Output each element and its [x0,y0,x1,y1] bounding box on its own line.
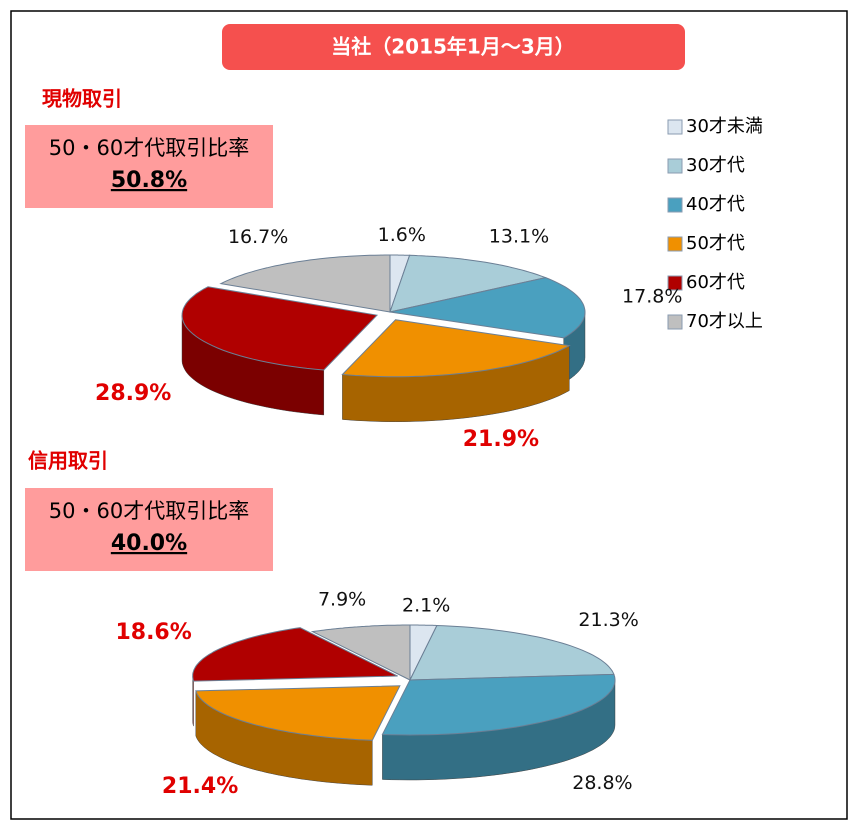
legend-label: 30才未満 [686,116,763,137]
slice-side-shade [192,676,194,727]
value-label: 16.7% [228,226,288,248]
ratio-label: 50・60才代取引比率 [49,499,249,523]
value-label: 7.9% [318,589,366,611]
value-label: 28.9% [95,381,171,406]
ratio-box [25,125,273,208]
legend-label: 60才代 [686,272,745,293]
slice [195,685,401,741]
slice-side-shade [195,690,373,786]
ratio-value: 50.8% [111,168,187,193]
legend-label: 70才以上 [686,311,763,332]
slice [341,319,571,378]
slice [181,286,379,371]
value-label: 1.6% [378,224,426,246]
section-title: 現物取引 [42,87,122,111]
slice [219,254,391,313]
section-title: 信用取引 [28,449,108,473]
ratio-box [25,488,273,571]
ratio-label: 50・60才代取引比率 [49,136,249,160]
legend-swatch [667,197,683,213]
legend-label: 50才代 [686,233,745,254]
legend-swatch [667,275,683,291]
value-label: 17.8% [622,286,682,308]
value-label: 21.3% [578,609,638,631]
header-title: 当社（2015年1月～3月） [331,35,575,59]
slice-side-shade [342,345,570,422]
slice [409,624,615,681]
value-label: 28.8% [572,772,632,794]
slice-side-shade [182,315,324,415]
value-label: 21.9% [463,427,539,452]
slice [381,673,616,736]
slice [389,254,548,313]
ratio-value: 40.0% [111,531,187,556]
header-box [222,24,685,70]
legend-swatch [667,158,683,174]
legend-swatch [667,314,683,330]
legend-swatch [667,119,683,135]
legend-swatch [667,236,683,252]
legend-label: 30才代 [686,155,745,176]
slice [192,627,398,682]
value-label: 18.6% [115,620,191,645]
value-label: 13.1% [489,225,549,247]
value-label: 2.1% [402,595,450,617]
slice [389,277,586,339]
value-label: 21.4% [162,774,238,799]
legend-label: 40才代 [686,194,745,215]
slice [310,624,411,681]
